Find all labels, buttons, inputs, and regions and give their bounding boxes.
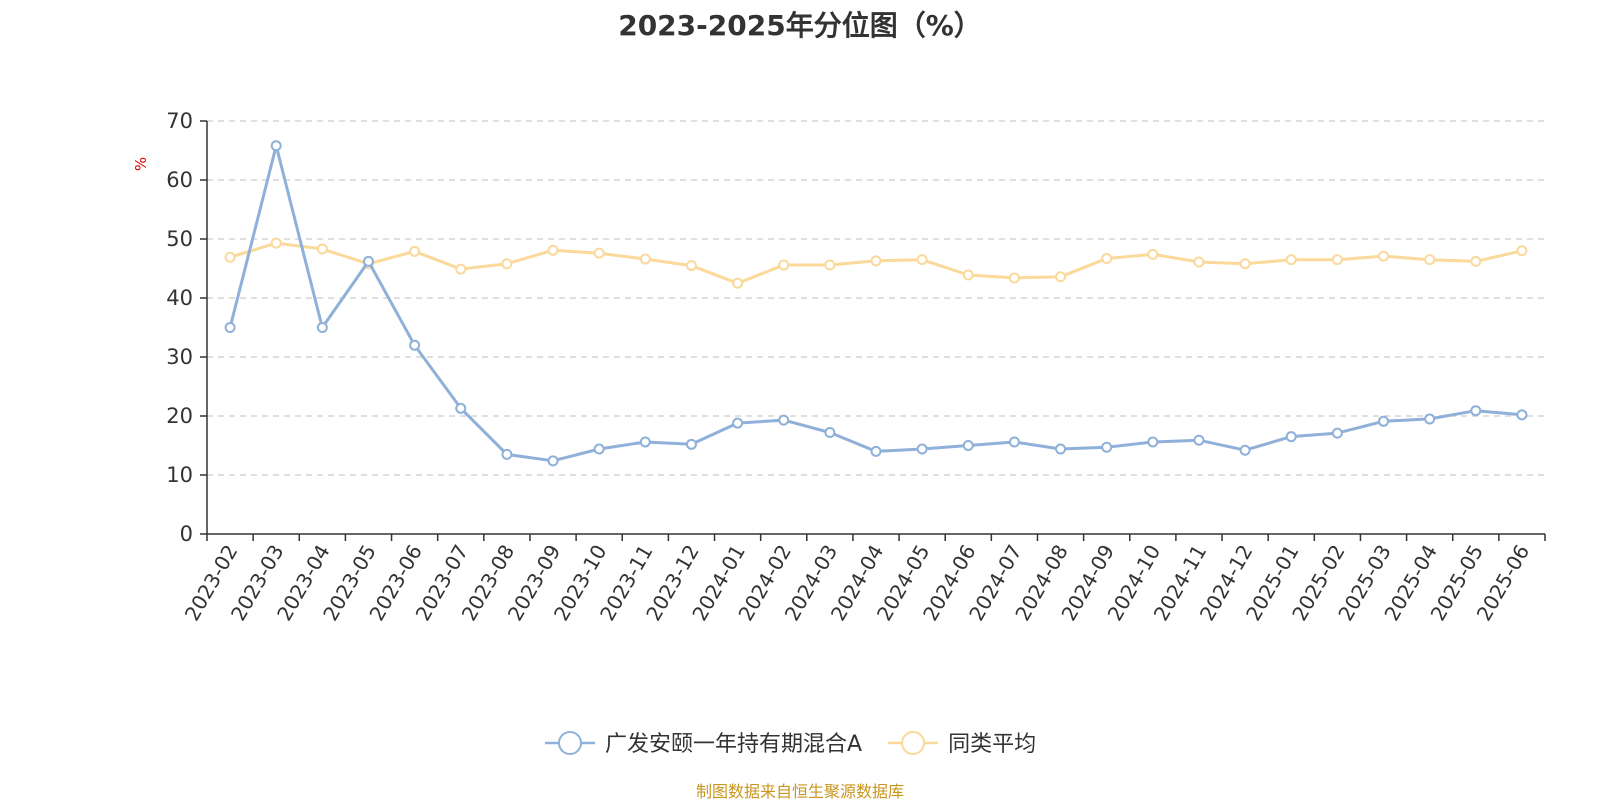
series-1 [224, 140, 1528, 467]
data-point[interactable] [1193, 434, 1205, 446]
y-tick-label: 0 [180, 522, 193, 546]
y-tick-label: 50 [166, 227, 193, 251]
data-point[interactable] [962, 440, 974, 451]
y-tick-label: 40 [166, 286, 193, 310]
data-point[interactable] [409, 339, 421, 351]
data-point[interactable] [1285, 431, 1297, 443]
y-tick-label: 60 [166, 168, 193, 192]
data-point[interactable] [1285, 254, 1297, 266]
data-point[interactable] [1331, 427, 1343, 439]
data-point[interactable] [270, 237, 282, 249]
source-note: 制图数据来自恒生聚源数据库 [695, 782, 904, 801]
data-point[interactable] [870, 445, 882, 457]
data-point[interactable] [547, 244, 559, 256]
data-point[interactable] [501, 448, 513, 460]
data-point[interactable] [1101, 441, 1113, 453]
data-point[interactable] [1378, 415, 1390, 427]
y-axis-unit-label: % [132, 157, 150, 171]
data-point[interactable] [1331, 254, 1343, 266]
data-point[interactable] [916, 254, 928, 266]
series-lines [224, 140, 1528, 467]
data-point[interactable] [224, 322, 236, 333]
axes: 0102030405060702023-022023-032023-042023… [166, 109, 1546, 625]
data-point[interactable] [778, 414, 790, 426]
data-point[interactable] [732, 417, 744, 429]
data-point[interactable] [685, 260, 697, 272]
data-point[interactable] [224, 251, 236, 263]
data-point[interactable] [1516, 245, 1528, 257]
data-point[interactable] [1470, 255, 1482, 267]
data-point[interactable] [870, 255, 882, 267]
series-2 [224, 237, 1528, 289]
legend-circle-icon [558, 731, 582, 755]
data-point[interactable] [547, 455, 559, 467]
data-point[interactable] [1055, 443, 1067, 455]
data-point[interactable] [455, 402, 467, 414]
data-point[interactable] [1008, 436, 1020, 448]
data-point[interactable] [1055, 271, 1067, 283]
chart-title: 2023-2025年分位图（%） [618, 9, 982, 42]
data-point[interactable] [732, 277, 744, 289]
data-point[interactable] [1378, 250, 1390, 262]
data-point[interactable] [316, 243, 328, 255]
y-tick-label: 30 [166, 345, 193, 369]
data-point[interactable] [1008, 272, 1020, 284]
y-tick-label: 70 [166, 109, 193, 133]
data-point[interactable] [1101, 252, 1113, 264]
legend: 广发安颐一年持有期混合A 同类平均 [545, 731, 1036, 757]
data-point[interactable] [1424, 413, 1436, 425]
data-point[interactable] [824, 259, 836, 271]
data-point[interactable] [1147, 248, 1159, 260]
data-point[interactable] [639, 436, 651, 448]
data-point[interactable] [593, 443, 605, 455]
data-point[interactable] [409, 245, 421, 257]
grid-lines [207, 120, 1545, 476]
data-point[interactable] [1516, 409, 1528, 421]
legend-label: 同类平均 [948, 732, 1036, 757]
data-point[interactable] [962, 269, 974, 281]
data-point[interactable] [316, 322, 328, 333]
data-point[interactable] [362, 255, 374, 267]
data-point[interactable] [824, 427, 836, 439]
legend-item-2[interactable]: 同类平均 [888, 731, 1036, 757]
data-point[interactable] [916, 443, 928, 455]
data-point[interactable] [1424, 254, 1436, 266]
legend-label: 广发安颐一年持有期混合A [605, 732, 862, 757]
data-point[interactable] [685, 438, 697, 450]
data-point[interactable] [1470, 405, 1482, 417]
data-point[interactable] [639, 253, 651, 265]
data-point[interactable] [455, 263, 467, 275]
data-point[interactable] [1239, 444, 1251, 456]
y-tick-label: 20 [166, 404, 193, 428]
data-point[interactable] [1239, 258, 1251, 270]
data-point[interactable] [501, 258, 513, 270]
series-line-1 [228, 144, 1523, 463]
data-point[interactable] [1193, 256, 1205, 268]
data-point[interactable] [1147, 436, 1159, 448]
legend-item-1[interactable]: 广发安颐一年持有期混合A [545, 731, 862, 757]
y-tick-label: 10 [166, 463, 193, 487]
legend-circle-icon [901, 731, 926, 755]
data-point[interactable] [270, 140, 282, 152]
data-point[interactable] [778, 259, 790, 271]
data-point[interactable] [593, 247, 605, 259]
